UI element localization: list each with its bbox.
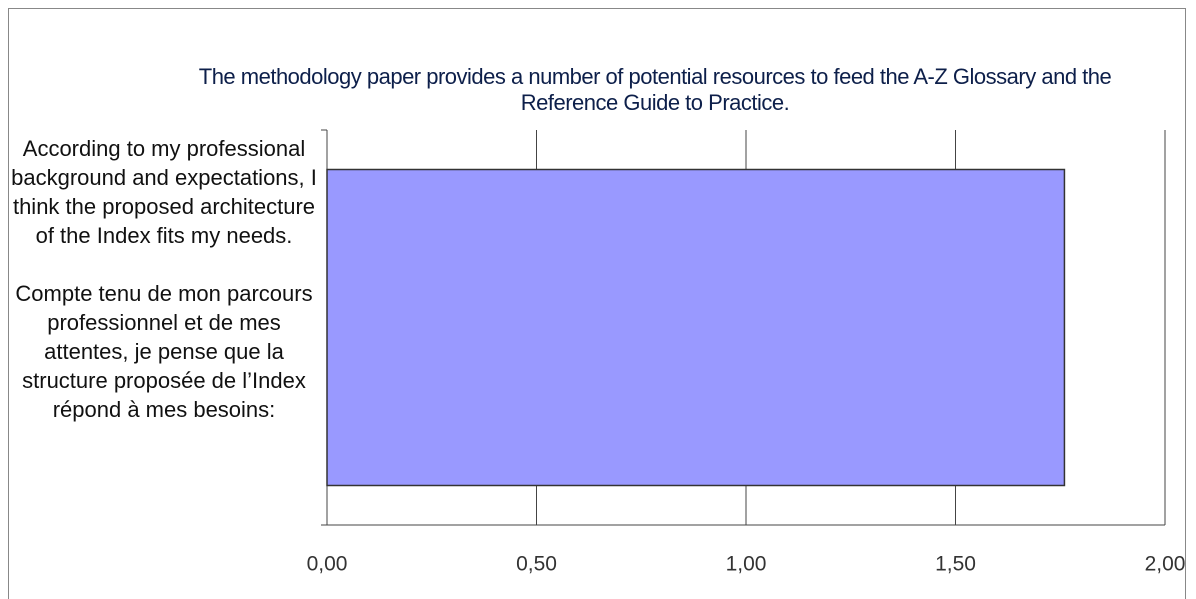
x-tick-label: 0,00 <box>307 553 348 576</box>
x-tick-label: 0,50 <box>516 553 557 576</box>
x-tick-label: 2,00 <box>1145 553 1186 576</box>
category-label: According to my professional background … <box>11 136 317 422</box>
x-tick-label: 1,00 <box>726 553 767 576</box>
chart-title: The methodology paper provides a number … <box>198 64 1112 115</box>
bar <box>326 168 1066 487</box>
x-tick-label: 1,50 <box>935 553 976 576</box>
chart-border <box>8 8 1186 599</box>
